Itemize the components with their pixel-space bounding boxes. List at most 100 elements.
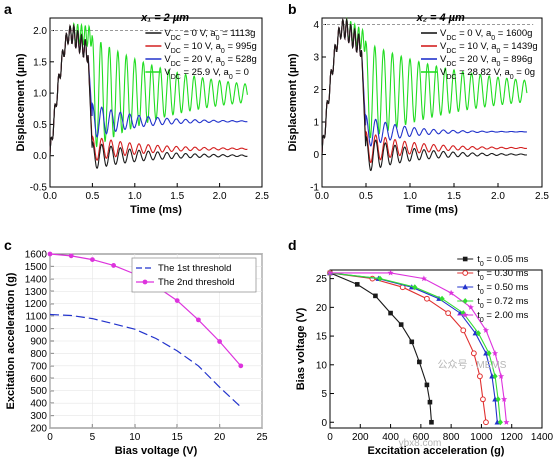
data-point <box>486 350 492 357</box>
y-tick-label: 1400 <box>25 274 48 285</box>
x-axis-label: Bias voltage (V) <box>115 445 198 457</box>
data-point <box>142 279 148 285</box>
legend-entry: The 1st threshold <box>158 263 231 274</box>
x-tick-label: 1200 <box>501 432 524 443</box>
x-tick-label: 400 <box>382 432 399 443</box>
y-tick-label: 200 <box>30 424 47 435</box>
data-point <box>445 310 452 316</box>
legend-entry: t0 = 0.72 ms <box>477 296 528 310</box>
x-tick-label: 1.0 <box>403 191 417 202</box>
panel-b: b 0.0 0.5 1.0 1.5 2.0 2.5 -1 0 1 2 3 4 Time (ms) Displ… <box>287 1 549 216</box>
x-axis-label: Time (ms) <box>130 204 182 216</box>
series-line <box>329 272 433 423</box>
y-tick-label: 0.0 <box>33 151 47 162</box>
x-tick-label: 1.5 <box>170 191 184 202</box>
panel-annotation: x₂ = 4 µm <box>416 12 465 24</box>
plot-frame <box>49 17 263 188</box>
x-tick-label: 0.0 <box>43 191 57 202</box>
y-tick-label: 1.5 <box>33 57 47 68</box>
y-tick-label: 4 <box>313 20 319 31</box>
x-tick-label: 600 <box>413 432 430 443</box>
data-point <box>424 382 430 388</box>
series-line <box>49 313 242 408</box>
y-tick-label: 15 <box>316 332 328 343</box>
y-tick-label: 1 <box>313 118 319 129</box>
panel-annotation: x₁ = 2 µm <box>140 12 189 24</box>
y-tick-label: 1200 <box>25 299 48 310</box>
panel-c: c0 5 10 15 20 2520030040050060070080090010001… <box>4 237 268 457</box>
data-point <box>409 339 415 345</box>
data-point <box>462 256 468 262</box>
data-point <box>497 419 503 426</box>
x-tick-label: 15 <box>172 432 184 443</box>
legend-box <box>131 257 257 293</box>
x-tick-label: 20 <box>214 432 226 443</box>
legend-entry: VDC = 0 V, a0 = 1600g <box>440 28 532 42</box>
data-point <box>427 399 433 405</box>
legend-entry: t0 = 0.50 ms <box>477 282 528 296</box>
data-point <box>327 269 333 276</box>
data-point <box>68 253 74 259</box>
panel-label: b <box>288 1 297 17</box>
data-point <box>448 289 455 296</box>
y-tick-label: 1600 <box>25 250 48 261</box>
y-tick-label: 1000 <box>25 324 48 335</box>
watermark: 公众号 · MEMS <box>438 359 507 371</box>
data-point <box>424 295 430 302</box>
x-tick-label: 1400 <box>531 432 554 443</box>
watermark-site: ybx8.com <box>399 438 442 449</box>
data-point <box>238 363 244 369</box>
data-point <box>417 359 422 365</box>
x-tick-label: 2.5 <box>535 191 549 202</box>
y-axis-label: Excitation acceleration (g) <box>5 272 17 409</box>
legend-entry: VDC = 28.82 V, a0 = 0g <box>440 67 535 81</box>
data-point <box>398 322 404 327</box>
panel-label: d <box>288 237 297 253</box>
panel-label: c <box>4 237 12 253</box>
legend-entry: The 2nd threshold <box>158 277 235 288</box>
y-tick-label: 10 <box>316 360 328 371</box>
y-tick-label: 0 <box>321 418 327 429</box>
data-point <box>462 298 468 304</box>
series-line <box>329 272 487 423</box>
legend-entry: VDC = 0 V, a0 = 1113g <box>164 28 255 42</box>
y-tick-label: 900 <box>30 337 47 348</box>
series-line <box>49 24 248 169</box>
y-tick-label: 20 <box>316 303 328 314</box>
data-point <box>482 327 489 333</box>
data-point <box>111 263 116 268</box>
x-tick-label: 1.0 <box>128 191 142 202</box>
y-tick-label: 1300 <box>25 287 48 298</box>
data-point <box>196 317 201 323</box>
data-point <box>377 275 383 282</box>
data-point <box>174 298 180 304</box>
data-point <box>492 373 498 380</box>
y-tick-label: -0.5 <box>30 183 48 194</box>
y-tick-label: 300 <box>30 411 47 422</box>
data-point <box>462 284 468 290</box>
data-point <box>388 310 393 316</box>
x-tick-label: 25 <box>256 432 268 443</box>
y-tick-label: 600 <box>30 374 47 385</box>
y-tick-label: 2.0 <box>33 26 47 37</box>
x-tick-label: 5 <box>90 432 96 443</box>
y-tick-label: 2 <box>313 85 319 96</box>
data-point <box>492 350 499 356</box>
data-point <box>462 311 469 318</box>
y-tick-label: 700 <box>30 361 47 372</box>
series-line <box>329 272 501 423</box>
y-tick-label: 500 <box>30 386 47 397</box>
x-tick-label: 2.5 <box>255 191 269 202</box>
data-point <box>498 373 505 379</box>
data-point <box>429 419 434 425</box>
data-point <box>475 330 481 337</box>
y-axis-label: Displacement (µm) <box>15 53 27 151</box>
data-point <box>462 270 469 276</box>
x-tick-label: 2.0 <box>213 191 227 202</box>
x-tick-label: 2.0 <box>491 191 505 202</box>
data-point <box>460 327 467 334</box>
legend-entry: t0 = 2.00 ms <box>477 310 528 324</box>
data-point <box>470 350 477 357</box>
x-axis-label: Excitation acceleration (g) <box>368 445 505 457</box>
x-tick-label: 10 <box>129 432 141 443</box>
